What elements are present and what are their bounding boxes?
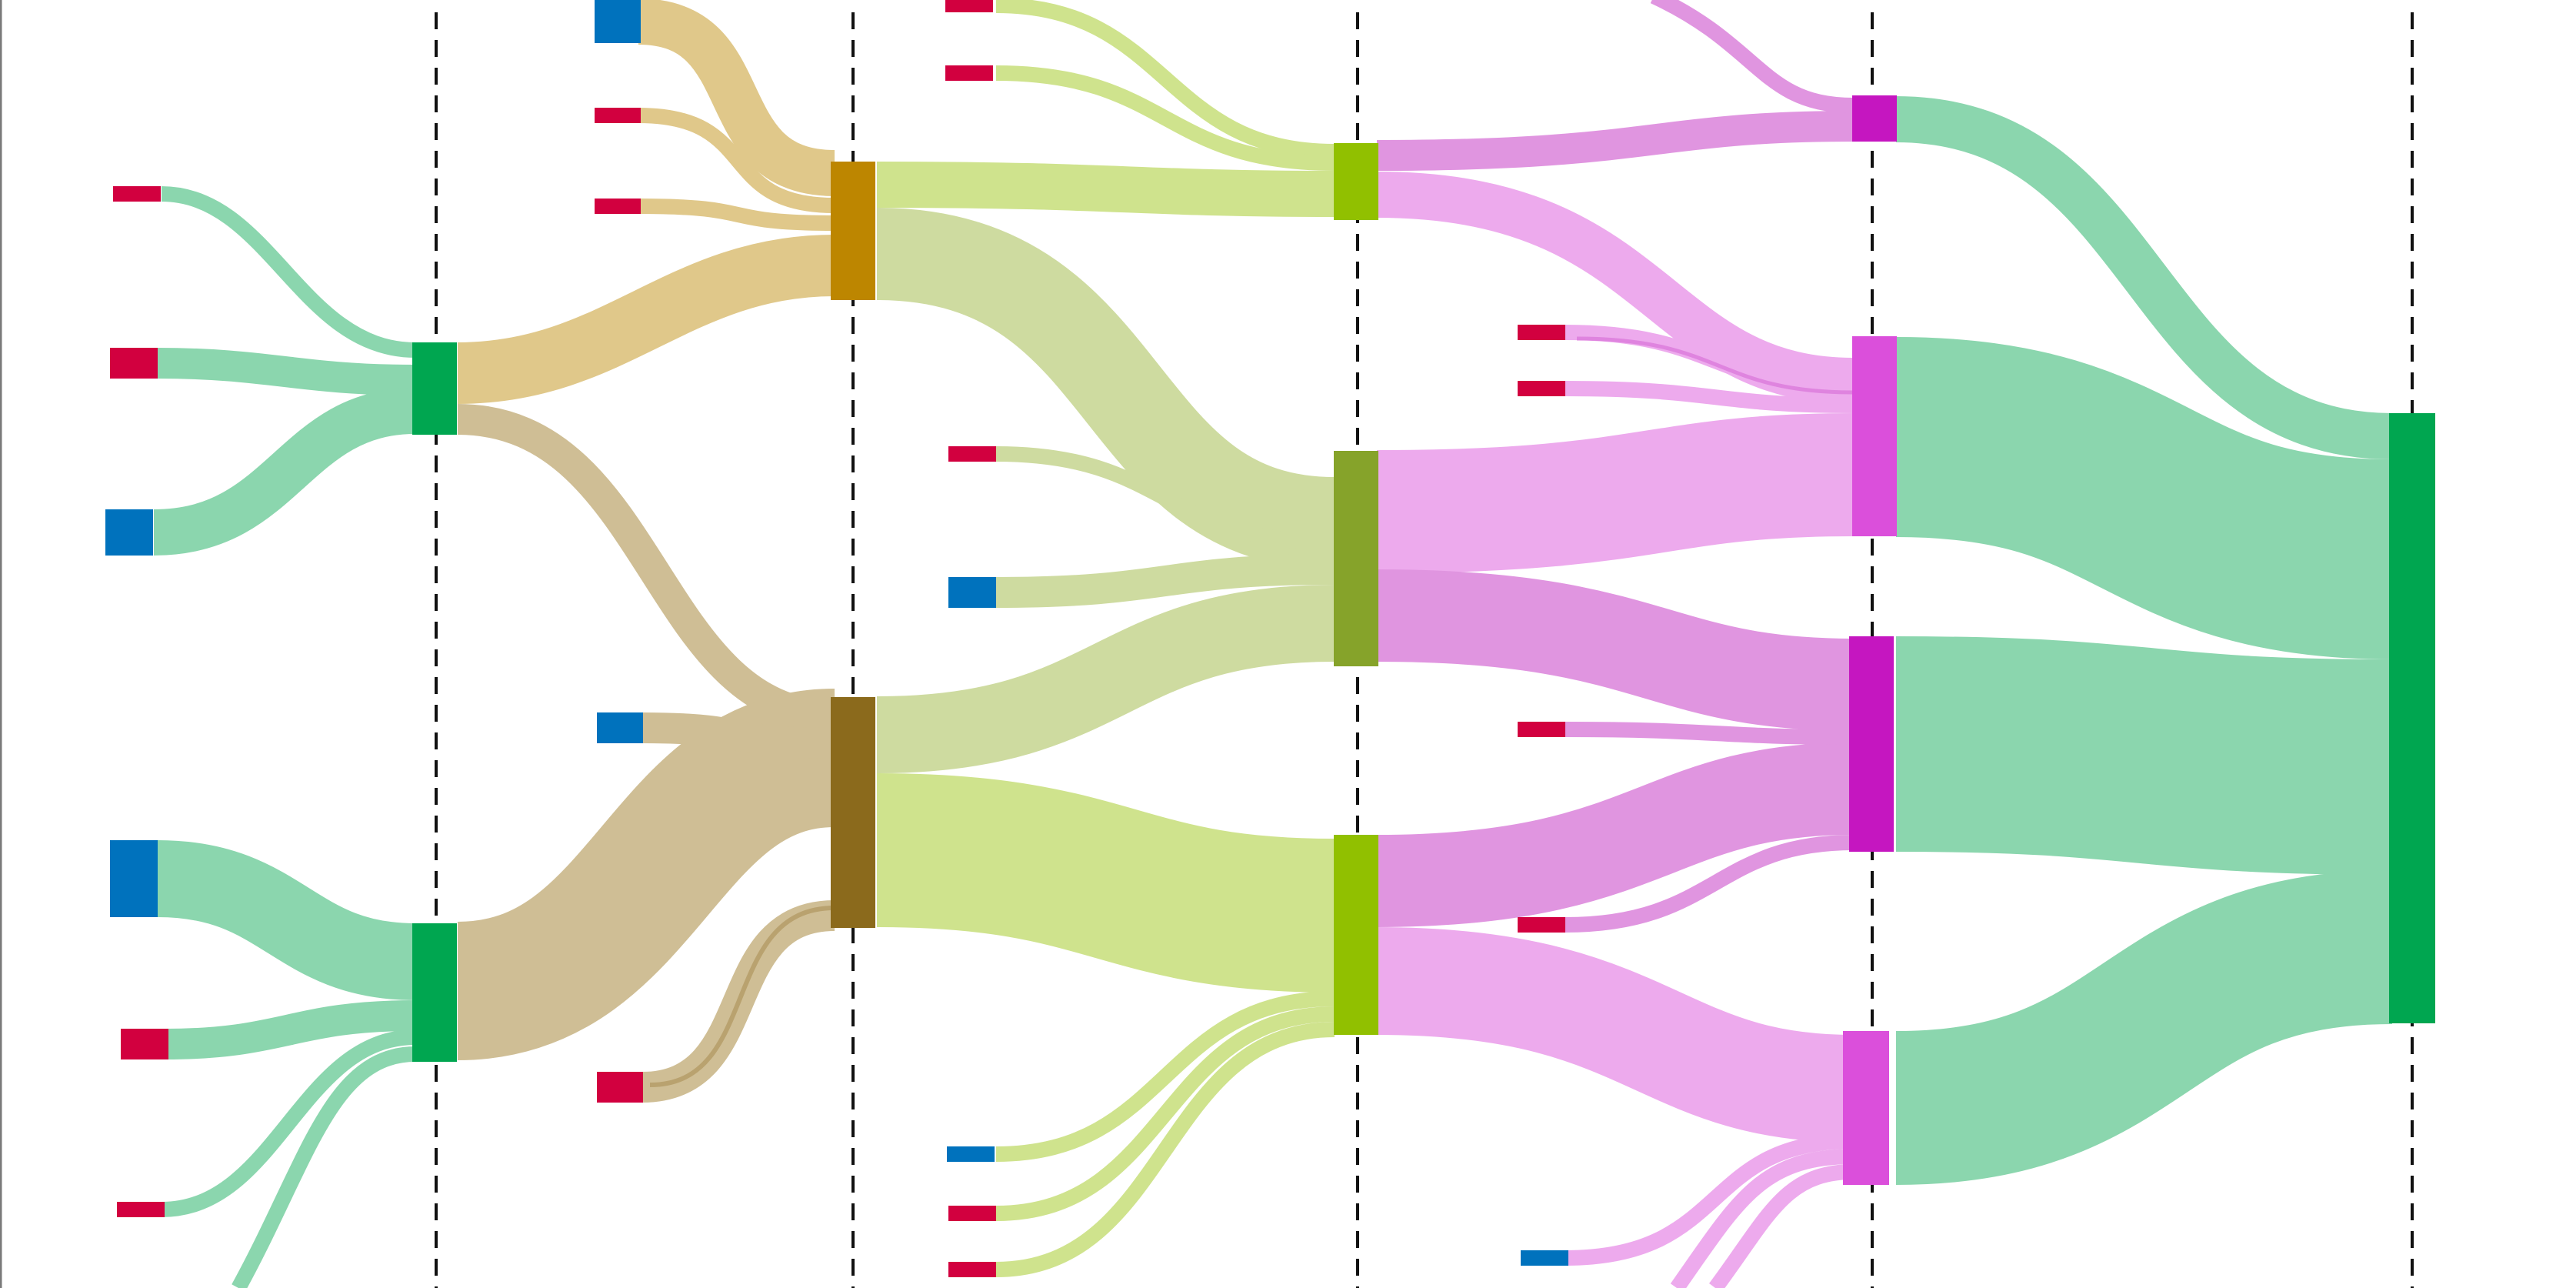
flow-leaf-to-s4-c <box>1565 722 1855 745</box>
flow-s4-d-to-root <box>1895 870 2394 1185</box>
flow-s2-top-to-s3-b <box>875 208 1336 569</box>
flows-layer <box>153 0 2394 1288</box>
flow-leaf-to-s4-c <box>1565 835 1855 933</box>
flow-leaf-to-s3-c <box>995 1006 1335 1221</box>
node-s4-b[interactable] <box>1852 336 1897 536</box>
flow-leaf-to-s1-top <box>161 186 416 358</box>
leaf-red[interactable] <box>597 1072 643 1103</box>
leaf-red[interactable] <box>1518 722 1565 737</box>
flow-s3-a-to-s4-b <box>1376 172 1855 404</box>
flow-leaf-to-s1-top <box>153 388 416 556</box>
leaf-blue[interactable] <box>947 1146 995 1162</box>
leaf-red[interactable] <box>945 65 993 81</box>
node-s3-c[interactable] <box>1334 835 1378 1035</box>
node-s4-c[interactable] <box>1849 636 1894 852</box>
node-s4-a[interactable] <box>1852 95 1897 142</box>
leaf-red[interactable] <box>117 1202 165 1217</box>
flow-leaf-to-s2-top <box>637 0 836 196</box>
flow-s3-b-to-s4-b <box>1376 413 1855 573</box>
flow-s4-a-to-root <box>1895 96 2393 459</box>
leaf-red[interactable] <box>945 0 993 12</box>
flow-offscreen-to-s4-d <box>1708 1164 1855 1288</box>
flow-s2-bottom-to-s3-b <box>876 585 1335 773</box>
flow-leaf-to-s4-b <box>1565 325 1855 396</box>
flow-s3-b-to-s4-c <box>1376 569 1855 731</box>
leaf-blue[interactable] <box>1521 1250 1568 1266</box>
leaf-red[interactable] <box>595 199 641 214</box>
flow-s2-bottom-to-s3-c <box>876 773 1335 993</box>
flow-s2-top-to-s3-a <box>876 162 1335 217</box>
flow-s4-b-to-root <box>1895 337 2394 659</box>
leaf-red[interactable] <box>948 1262 996 1277</box>
flow-offscreen-to-s1-bottom <box>232 1046 416 1288</box>
flow-leaf-to-s3-c <box>995 1022 1335 1277</box>
leaf-blue[interactable] <box>948 577 996 608</box>
leaf-red[interactable] <box>110 348 158 379</box>
leaf-red[interactable] <box>948 446 996 462</box>
leaf-red[interactable] <box>1518 917 1565 933</box>
flow-leaf-to-s3-a <box>995 65 1335 171</box>
leaf-red[interactable] <box>948 1206 996 1221</box>
leaf-blue[interactable] <box>105 509 153 556</box>
flow-leaf-to-s4-b-thin <box>1576 336 1855 395</box>
flow-leaf-to-s3-a <box>995 0 1335 159</box>
flow-leaf-to-s1-bottom <box>156 840 417 1000</box>
flow-offscreen-to-s4-d <box>1670 1149 1855 1288</box>
leaf-blue[interactable] <box>597 712 643 743</box>
leaf-red[interactable] <box>1518 381 1565 396</box>
flow-leaf-to-s2-bottom <box>642 712 835 759</box>
flow-leaf-to-s3-b <box>995 446 1335 550</box>
nodes-layer <box>412 95 2435 1185</box>
flow-s1-top-to-s2-top <box>457 235 835 404</box>
flow-leaf-to-s3-c <box>995 991 1335 1162</box>
flow-leaf-to-s2-top <box>638 108 835 213</box>
flow-s1-top-to-s2-bottom <box>457 404 835 731</box>
node-s4-d[interactable] <box>1843 1031 1889 1185</box>
leaf-red[interactable] <box>113 186 161 202</box>
flow-leaf-to-s1-bottom <box>165 1000 416 1059</box>
leaf-red[interactable] <box>595 108 641 123</box>
node-s2-bottom[interactable] <box>831 697 875 928</box>
leaf-red[interactable] <box>121 1029 168 1059</box>
leaf-blue[interactable] <box>110 840 158 917</box>
node-s1-bottom[interactable] <box>412 923 457 1062</box>
flow-s4-c-to-root <box>1895 636 2393 875</box>
flow-leaf-to-s2-top <box>638 199 835 231</box>
flow-s3-a-to-s4-a <box>1376 111 1855 171</box>
flow-leaf-to-s1-top <box>157 348 416 395</box>
flow-s3-c-to-s4-d <box>1376 927 1855 1143</box>
flow-offscreen-to-s4-a <box>1650 0 1855 113</box>
node-s2-top[interactable] <box>831 162 875 300</box>
node-root[interactable] <box>2389 413 2435 1023</box>
flow-leaf-to-s3-b <box>995 554 1335 608</box>
node-s1-top[interactable] <box>412 342 457 435</box>
leaf-blue[interactable] <box>595 0 641 43</box>
node-s3-b[interactable] <box>1334 451 1378 666</box>
flow-s1-bottom-to-s2-bottom <box>455 689 838 1060</box>
leaf-red[interactable] <box>1518 325 1565 340</box>
flow-leaf-to-s4-b <box>1565 381 1855 413</box>
flow-leaf-to-s2-bottom-thin <box>649 906 835 1087</box>
node-s3-a[interactable] <box>1334 143 1378 220</box>
flow-s3-c-to-s4-c <box>1376 742 1855 927</box>
flow-leaf-to-s1-bottom <box>161 1029 416 1217</box>
flow-leaf-to-s4-d <box>1565 1133 1855 1266</box>
leaves-layer <box>105 0 1568 1277</box>
